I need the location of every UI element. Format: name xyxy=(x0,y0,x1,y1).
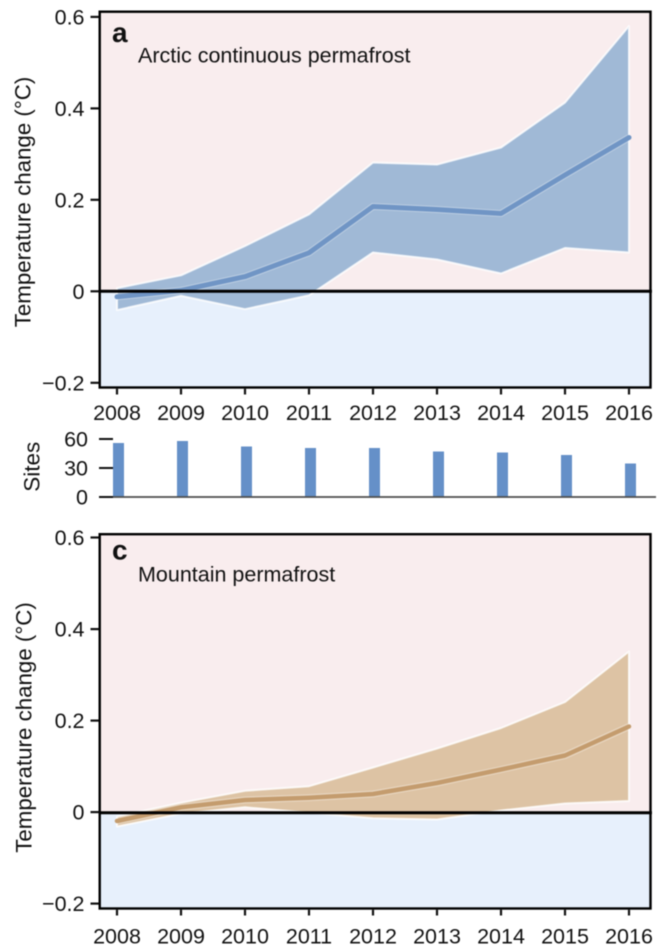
svg-text:2014: 2014 xyxy=(477,401,525,425)
svg-text:2008: 2008 xyxy=(93,925,141,949)
svg-text:2011: 2011 xyxy=(286,401,332,425)
svg-text:2009: 2009 xyxy=(157,925,205,949)
svg-text:0: 0 xyxy=(73,801,85,825)
svg-text:2010: 2010 xyxy=(221,401,269,425)
svg-text:2010: 2010 xyxy=(221,925,269,949)
svg-text:0.2: 0.2 xyxy=(55,709,85,733)
svg-text:2008: 2008 xyxy=(93,401,141,425)
svg-text:2011: 2011 xyxy=(286,925,332,949)
svg-text:0.4: 0.4 xyxy=(55,97,85,121)
svg-text:−0.2: −0.2 xyxy=(42,371,84,395)
svg-text:a: a xyxy=(112,17,128,48)
svg-text:2012: 2012 xyxy=(349,401,397,425)
svg-text:0.2: 0.2 xyxy=(55,188,85,212)
svg-text:Arctic continuous permafrost: Arctic continuous permafrost xyxy=(138,43,410,67)
svg-text:2014: 2014 xyxy=(477,925,525,949)
svg-text:2013: 2013 xyxy=(413,925,461,949)
svg-text:2016: 2016 xyxy=(605,401,653,425)
svg-text:0: 0 xyxy=(76,486,88,510)
svg-text:2015: 2015 xyxy=(541,925,589,949)
svg-text:2012: 2012 xyxy=(349,925,397,949)
svg-text:30: 30 xyxy=(64,457,88,481)
svg-text:0.6: 0.6 xyxy=(55,5,85,29)
svg-text:2009: 2009 xyxy=(157,401,205,425)
svg-text:c: c xyxy=(112,535,128,566)
svg-text:0: 0 xyxy=(73,280,85,304)
svg-text:2013: 2013 xyxy=(413,401,461,425)
svg-text:60: 60 xyxy=(64,428,88,452)
svg-text:0.4: 0.4 xyxy=(55,618,85,642)
svg-text:Mountain permafrost: Mountain permafrost xyxy=(138,563,335,587)
svg-text:2016: 2016 xyxy=(605,925,653,949)
svg-text:2015: 2015 xyxy=(541,401,589,425)
svg-text:−0.2: −0.2 xyxy=(42,892,84,916)
svg-text:Temperature change (°C): Temperature change (°C) xyxy=(12,602,37,853)
svg-text:Temperature change (°C): Temperature change (°C) xyxy=(11,77,36,328)
svg-text:0.6: 0.6 xyxy=(55,526,85,550)
svg-text:Sites: Sites xyxy=(20,442,45,492)
